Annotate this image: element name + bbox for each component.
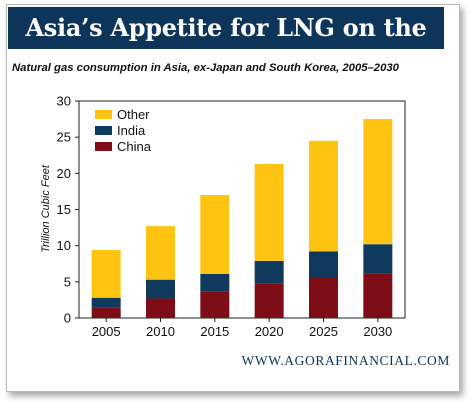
bar-other-2015 <box>200 195 230 274</box>
y-tick-label: 10 <box>57 238 71 253</box>
bar-china-2015 <box>200 291 230 318</box>
y-tick-label: 5 <box>64 274 71 289</box>
source-footer: WWW.AGORAFINANCIAL.COM <box>241 353 450 368</box>
legend-label-china: China <box>117 139 152 154</box>
y-tick-label: 25 <box>57 130 71 145</box>
y-tick-label: 15 <box>57 202 71 217</box>
x-tick-label: 2015 <box>200 324 229 339</box>
bar-china-2030 <box>363 273 393 318</box>
legend-swatch-china <box>95 142 112 151</box>
bar-india-2025 <box>309 251 338 278</box>
bar-india-2015 <box>200 273 230 292</box>
bar-other-2010 <box>146 226 175 280</box>
legend-label-other: Other <box>117 107 150 122</box>
bar-other-2005 <box>91 250 121 298</box>
legend-swatch-india <box>95 126 112 135</box>
bar-india-2020 <box>254 260 284 284</box>
bar-china-2020 <box>254 283 284 318</box>
x-tick-label: 2030 <box>363 324 392 339</box>
y-tick-label: 30 <box>57 94 71 109</box>
legend-label-india: India <box>117 123 146 138</box>
bar-china-2025 <box>309 277 338 318</box>
x-tick-label: 2025 <box>309 324 338 339</box>
x-tick-label: 2005 <box>92 324 121 339</box>
y-axis-label: Trillion Cubic Feet <box>40 164 52 253</box>
banner-title: Asia’s Appetite for LNG on the Rise <box>25 13 427 84</box>
x-tick-label: 2010 <box>146 324 175 339</box>
bar-china-2010 <box>146 298 175 318</box>
bar-other-2020 <box>254 163 284 261</box>
bar-india-2010 <box>146 279 175 299</box>
title-banner: Asia’s Appetite for LNG on the Rise <box>8 7 444 84</box>
x-tick-label: 2020 <box>255 324 284 339</box>
bar-india-2030 <box>363 244 393 274</box>
bar-other-2025 <box>309 140 338 252</box>
bar-china-2005 <box>91 307 121 318</box>
bar-series <box>91 119 393 318</box>
bar-other-2030 <box>363 119 393 245</box>
y-tick-label: 0 <box>64 311 71 326</box>
legend-swatch-other <box>95 110 112 119</box>
bar-india-2005 <box>91 297 121 308</box>
y-tick-label: 20 <box>57 166 71 181</box>
chart-subtitle: Natural gas consumption in Asia, ex-Japa… <box>12 62 399 74</box>
